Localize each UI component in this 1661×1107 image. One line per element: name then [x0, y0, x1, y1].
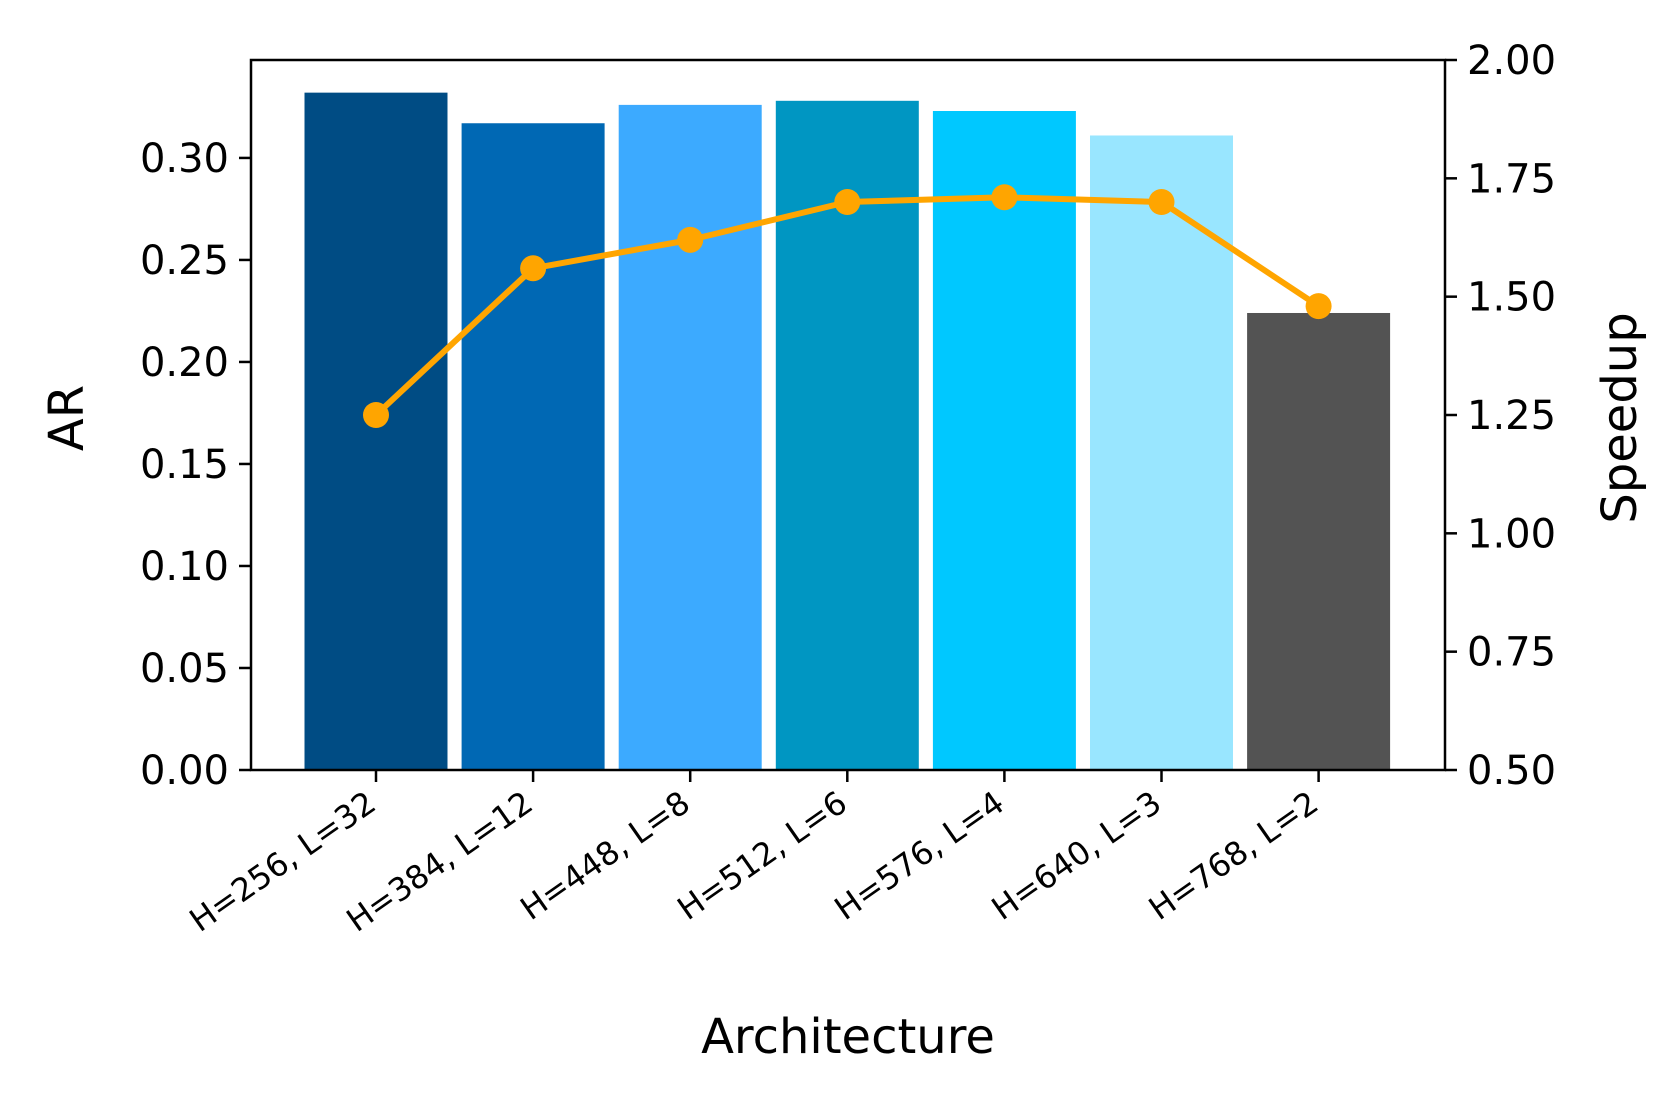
bar-5: [932, 111, 1076, 771]
bar-2: [461, 123, 605, 770]
x-tick-label: H=640, L=3: [985, 783, 1168, 927]
x-tick-label: H=512, L=6: [670, 783, 853, 927]
y2-tick-label: 1.50: [1467, 275, 1556, 321]
y-tick-label: 0.30: [140, 136, 229, 182]
y2-tick-label: 0.75: [1467, 630, 1556, 676]
speedup-point-3: [677, 226, 704, 253]
speedup-point-7: [1305, 293, 1332, 320]
x-tick-label: H=768, L=2: [1142, 783, 1325, 927]
y2-tick-label: 1.75: [1467, 156, 1556, 202]
y2-tick-label: 0.50: [1467, 748, 1556, 794]
speedup-point-5: [991, 184, 1018, 211]
y-axis-title-right: Speedup: [1592, 312, 1648, 523]
bar-3: [618, 104, 762, 770]
x-tick-label: H=448, L=8: [513, 783, 696, 927]
bar-6: [1090, 135, 1233, 770]
speedup-line-layer: [363, 184, 1332, 428]
speedup-point-6: [1148, 189, 1175, 215]
x-tick-label: H=576, L=4: [828, 783, 1011, 927]
y-tick-label: 0.20: [140, 340, 229, 386]
x-axis-title: Architecture: [701, 1009, 995, 1065]
y-tick-label: 0.00: [140, 748, 229, 794]
y-tick-label: 0.15: [140, 442, 229, 488]
bar-1: [304, 92, 448, 770]
y-tick-label: 0.25: [140, 238, 229, 284]
y-tick-label: 0.10: [140, 544, 229, 590]
y-tick-label: 0.05: [140, 646, 229, 692]
speedup-point-1: [363, 402, 389, 428]
y-axis-title-left: AR: [39, 385, 95, 451]
y2-tick-label: 2.00: [1467, 38, 1556, 84]
bar-7: [1247, 312, 1391, 770]
speedup-point-2: [520, 255, 547, 282]
speedup-point-4: [834, 189, 861, 215]
y2-tick-label: 1.25: [1467, 393, 1556, 439]
y2-tick-label: 1.00: [1467, 511, 1556, 557]
